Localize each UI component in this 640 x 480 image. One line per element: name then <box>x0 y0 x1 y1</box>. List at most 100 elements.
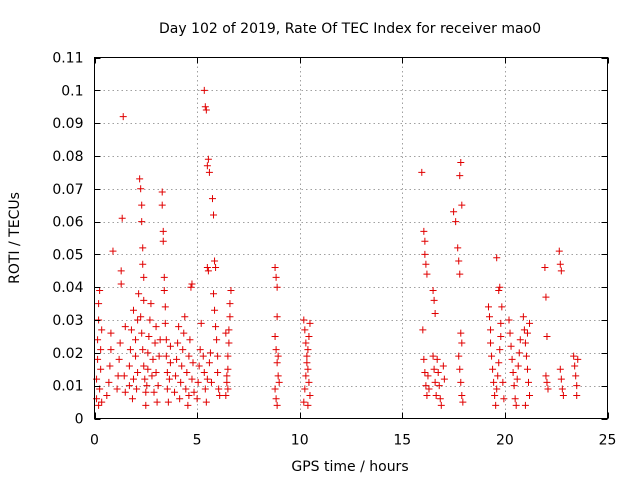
data-point <box>452 218 460 226</box>
data-point <box>506 329 514 337</box>
data-point <box>508 355 516 363</box>
y-tick-label: 0.11 <box>52 51 83 67</box>
data-point <box>541 264 549 272</box>
data-point <box>423 392 431 400</box>
data-point <box>436 395 444 403</box>
data-point <box>421 369 429 377</box>
data-point <box>194 378 202 386</box>
data-point <box>140 273 148 281</box>
data-point <box>304 365 312 373</box>
data-point <box>302 339 310 347</box>
data-point <box>497 332 505 340</box>
x-tick-label: 15 <box>393 433 411 449</box>
data-point <box>484 303 492 311</box>
data-point <box>118 214 126 222</box>
data-point <box>495 359 503 367</box>
data-point <box>425 385 433 393</box>
data-point <box>140 296 148 304</box>
data-point <box>422 382 430 390</box>
data-point <box>205 359 213 367</box>
x-tick-label: 0 <box>90 433 99 449</box>
data-point <box>117 280 125 288</box>
data-point <box>513 375 521 383</box>
data-point <box>434 369 442 377</box>
data-point <box>203 375 211 383</box>
x-tick-label: 25 <box>599 433 617 449</box>
data-point <box>200 86 208 94</box>
data-point <box>211 257 219 265</box>
data-point <box>182 385 190 393</box>
data-point <box>423 270 431 278</box>
data-point <box>429 352 437 360</box>
data-point <box>273 401 281 409</box>
data-point <box>189 359 197 367</box>
data-point <box>202 398 210 406</box>
data-point <box>125 382 133 390</box>
data-point <box>161 319 169 327</box>
data-point <box>505 316 513 324</box>
data-point <box>188 280 196 288</box>
data-point <box>152 323 160 331</box>
data-point <box>160 287 168 295</box>
data-point <box>155 352 163 360</box>
data-points <box>93 86 582 409</box>
data-point <box>119 113 127 121</box>
data-point <box>179 346 187 354</box>
data-point <box>162 352 170 360</box>
data-point <box>132 352 140 360</box>
data-point <box>574 355 582 363</box>
data-point <box>486 313 494 321</box>
data-point <box>158 188 166 196</box>
data-point <box>300 398 308 406</box>
data-point <box>495 287 503 295</box>
data-point <box>196 346 204 354</box>
data-point <box>206 349 214 357</box>
data-point <box>306 319 314 327</box>
data-point <box>303 359 311 367</box>
data-point <box>137 313 145 321</box>
data-point <box>557 267 565 275</box>
data-point <box>524 378 532 386</box>
data-point <box>558 385 566 393</box>
data-point <box>556 260 564 268</box>
y-tick-label: 0.1 <box>61 83 83 99</box>
data-point <box>556 365 564 373</box>
data-point <box>225 339 233 347</box>
data-point <box>507 342 515 350</box>
data-point <box>500 395 508 403</box>
x-tick-label: 5 <box>193 433 202 449</box>
data-point <box>455 257 463 265</box>
data-point <box>523 365 531 373</box>
data-point <box>509 369 517 377</box>
data-point <box>458 339 466 347</box>
data-point <box>571 362 579 370</box>
data-point <box>492 401 500 409</box>
data-point <box>172 372 180 380</box>
data-point <box>212 323 220 331</box>
data-point <box>440 375 448 383</box>
x-axis-label: GPS time / hours <box>291 459 408 475</box>
data-point <box>521 339 529 347</box>
x-tick-label: 20 <box>496 433 514 449</box>
data-point <box>456 172 464 180</box>
data-point <box>430 365 438 373</box>
data-point <box>159 237 167 245</box>
data-point <box>496 283 504 291</box>
data-point <box>305 378 313 386</box>
data-point <box>126 346 134 354</box>
data-point <box>223 372 231 380</box>
data-point <box>97 346 105 354</box>
data-point <box>95 300 103 308</box>
data-point <box>216 392 224 400</box>
data-point <box>210 290 218 298</box>
data-point <box>134 316 142 324</box>
data-point <box>544 385 552 393</box>
data-point <box>98 326 106 334</box>
data-point <box>148 372 156 380</box>
data-point <box>227 287 235 295</box>
data-point <box>185 352 193 360</box>
data-point <box>493 385 501 393</box>
data-point <box>573 382 581 390</box>
data-point <box>274 372 282 380</box>
